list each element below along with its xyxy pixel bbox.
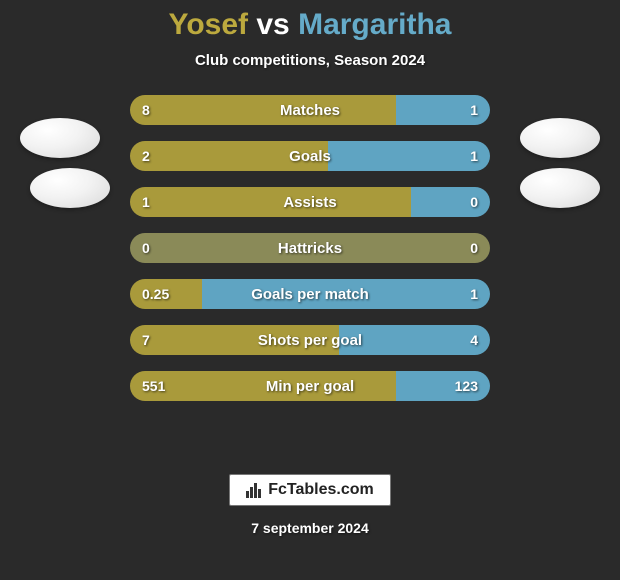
infographic-container: Yosef vs Margaritha Club competitions, S… — [0, 0, 620, 580]
stat-bar-left — [130, 371, 396, 401]
stat-row: Shots per goal74 — [130, 325, 490, 355]
subtitle: Club competitions, Season 2024 — [0, 52, 620, 69]
stat-row: Hattricks00 — [130, 233, 490, 263]
brand-badge: FcTables.com — [229, 474, 391, 506]
stat-bar-left — [130, 233, 490, 263]
date-text: 7 september 2024 — [251, 520, 369, 536]
stat-bar-left — [130, 325, 339, 355]
stat-row: Goals21 — [130, 141, 490, 171]
team-logo — [30, 168, 110, 208]
stat-bar-right — [396, 371, 490, 401]
stat-row: Matches81 — [130, 95, 490, 125]
stat-bar-right — [396, 95, 490, 125]
barchart-icon — [246, 482, 262, 498]
player1-name: Yosef — [169, 8, 248, 41]
stat-row: Assists10 — [130, 187, 490, 217]
stat-row: Min per goal551123 — [130, 371, 490, 401]
stat-bar-left — [130, 279, 202, 309]
stat-bar-left — [130, 95, 396, 125]
team-logo — [20, 118, 100, 158]
stat-bar-right — [411, 187, 490, 217]
stat-bar-left — [130, 187, 411, 217]
page-title: Yosef vs Margaritha — [0, 8, 620, 42]
stat-bar-left — [130, 141, 328, 171]
brand-text: FcTables.com — [268, 481, 374, 499]
team-logo — [520, 168, 600, 208]
stat-row: Goals per match0.251 — [130, 279, 490, 309]
footer: FcTables.com 7 september 2024 — [0, 474, 620, 536]
team-logo — [520, 118, 600, 158]
stat-bar-right — [202, 279, 490, 309]
title-vs: vs — [256, 8, 289, 41]
stat-bar-right — [328, 141, 490, 171]
stat-bar-right — [339, 325, 490, 355]
player2-name: Margaritha — [298, 8, 451, 41]
